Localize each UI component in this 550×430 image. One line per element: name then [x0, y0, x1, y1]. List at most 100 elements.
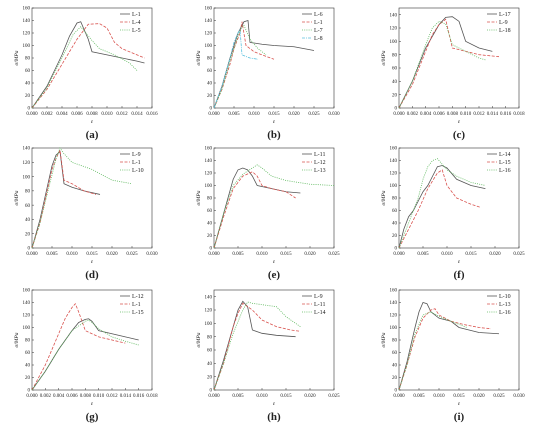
- y-tick-label: 20: [392, 376, 398, 381]
- x-tick-label: 0.002: [40, 394, 52, 399]
- y-tick-label: 20: [392, 93, 398, 98]
- series-line: [213, 302, 301, 391]
- x-tick-label: 0.000: [26, 394, 38, 399]
- x-tick-label: 0.012: [106, 394, 118, 399]
- y-tick-label: 140: [390, 159, 398, 164]
- y-tick-label: 80: [25, 57, 31, 62]
- x-tick-label: 0.004: [56, 112, 68, 117]
- y-axis-label: σ/MPa: [196, 50, 202, 65]
- x-tick-label: 0.030: [146, 252, 158, 257]
- y-tick-label: 60: [25, 351, 31, 356]
- y-tick-label: 40: [25, 364, 31, 369]
- y-tick-label: 120: [205, 309, 213, 314]
- x-tick-label: 0.020: [288, 112, 300, 117]
- y-tick-label: 80: [25, 190, 31, 195]
- y-axis-label: σ/MPa: [14, 332, 20, 347]
- x-tick-label: 0.015: [465, 252, 477, 257]
- x-tick-label: 0.005: [413, 394, 425, 399]
- legend-label: L-1: [132, 12, 141, 18]
- panel-label: (c): [453, 129, 466, 141]
- x-tick-label: 0.020: [106, 252, 118, 257]
- x-tick-label: 0.020: [304, 394, 316, 399]
- series-line: [31, 148, 97, 249]
- x-tick-label: 0.015: [280, 394, 292, 399]
- x-tick-label: 0.025: [308, 112, 320, 117]
- y-tick-label: 40: [392, 80, 398, 85]
- legend-label: L-9: [314, 294, 323, 300]
- series-line: [31, 150, 101, 249]
- y-tick-label: 100: [23, 44, 31, 49]
- x-tick-label: 0.012: [116, 112, 128, 117]
- series-line: [398, 308, 492, 391]
- legend-label: L-14: [499, 152, 511, 158]
- series-line: [213, 167, 301, 249]
- y-tick-label: 20: [25, 232, 31, 237]
- y-tick-label: 100: [23, 175, 31, 180]
- x-axis-label: ε: [273, 401, 276, 407]
- x-tick-label: 0.000: [208, 394, 220, 399]
- x-tick-label: 0.030: [328, 112, 340, 117]
- legend-label: L-13: [499, 302, 511, 308]
- x-tick-label: 0.014: [120, 394, 132, 399]
- legend-label: L-18: [499, 28, 511, 34]
- y-tick-label: 160: [23, 289, 31, 294]
- x-tick-label: 0.010: [66, 252, 78, 257]
- x-tick-label: 0.016: [146, 112, 158, 117]
- x-tick-label: 0.005: [46, 252, 58, 257]
- legend-label: L-14: [314, 310, 326, 316]
- x-tick-label: 0.010: [256, 394, 268, 399]
- x-axis-label: ε: [458, 119, 461, 125]
- y-tick-label: 40: [207, 362, 213, 367]
- series-line: [213, 301, 301, 391]
- series-line: [213, 28, 259, 109]
- x-tick-label: 0.015: [268, 112, 280, 117]
- y-tick-label: 80: [392, 53, 398, 58]
- x-tick-label: 0.010: [248, 112, 260, 117]
- series-line: [398, 158, 486, 249]
- y-tick-label: 0: [28, 247, 31, 252]
- x-tick-label: 0.018: [146, 394, 158, 399]
- x-tick-label: 0.004: [420, 112, 432, 117]
- y-tick-label: 80: [25, 339, 31, 344]
- x-tick-label: 0.016: [133, 394, 145, 399]
- x-tick-label: 0.005: [228, 112, 240, 117]
- series-line: [31, 21, 145, 109]
- x-tick-label: 0.005: [232, 252, 244, 257]
- x-tick-label: 0.025: [328, 394, 340, 399]
- x-tick-label: 0.006: [433, 112, 445, 117]
- legend-label: L-8: [314, 36, 323, 42]
- y-axis-label: σ/MPa: [14, 50, 20, 65]
- legend-label: L-4: [132, 20, 141, 26]
- x-tick-label: 0.008: [80, 394, 92, 399]
- legend-label: L-16: [499, 310, 511, 316]
- y-tick-label: 120: [23, 161, 31, 166]
- x-tick-label: 0.020: [489, 252, 501, 257]
- y-tick-label: 100: [390, 326, 398, 331]
- x-tick-label: 0.000: [26, 112, 38, 117]
- y-tick-label: 100: [205, 44, 213, 49]
- x-axis-label: ε: [458, 259, 461, 265]
- legend-label: L-9: [132, 152, 141, 158]
- x-tick-label: 0.012: [473, 112, 485, 117]
- y-tick-label: 120: [390, 172, 398, 177]
- y-tick-label: 160: [390, 289, 398, 294]
- x-tick-label: 0.025: [126, 252, 138, 257]
- series-line: [398, 16, 493, 109]
- legend-label: L-9: [499, 20, 508, 26]
- x-tick-label: 0.004: [53, 394, 65, 399]
- x-tick-label: 0.020: [473, 394, 485, 399]
- legend-label: L-13: [314, 168, 326, 174]
- y-tick-label: 60: [207, 69, 213, 74]
- panel-label: (g): [86, 411, 99, 423]
- chart-panel: 0 20 40 60 80 100 120 140 160 0.000 0.005 0.010 0.01…: [196, 7, 340, 141]
- y-tick-label: 140: [205, 19, 213, 24]
- series-line: [31, 26, 138, 109]
- x-tick-label: 0.010: [101, 112, 113, 117]
- y-tick-label: 0: [210, 247, 213, 252]
- series-line: [31, 319, 139, 391]
- x-tick-label: 0.025: [513, 252, 525, 257]
- panel-label: (b): [267, 129, 281, 141]
- y-tick-label: 60: [25, 204, 31, 209]
- y-tick-label: 60: [207, 209, 213, 214]
- y-tick-label: 120: [205, 32, 213, 37]
